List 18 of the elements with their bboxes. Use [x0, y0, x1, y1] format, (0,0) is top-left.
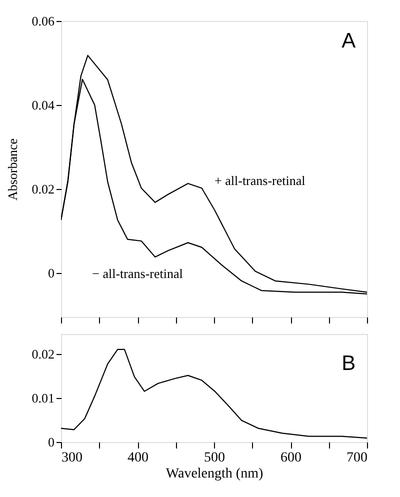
x-tick-label: 700	[346, 450, 368, 466]
y-tick-label: 0	[48, 265, 54, 280]
annotation: − all-trans-retinal	[92, 266, 184, 282]
y-axis-title: Absorbance	[4, 138, 20, 201]
y-tick-label: 0.02	[32, 346, 54, 362]
x-tick-label: 600	[280, 450, 302, 466]
x-tick-label: 400	[128, 450, 148, 466]
y-tick-label: 0.02	[32, 181, 54, 196]
y-tick-label: 0	[48, 434, 54, 450]
y-tick-label: 0.04	[32, 97, 55, 112]
annotation: A	[342, 30, 356, 53]
annotation: B	[342, 352, 356, 376]
x-axis-title: Wavelength (nm)	[166, 466, 264, 482]
x-tick-label: 300	[62, 450, 82, 466]
y-tick-label: 0.06	[32, 14, 55, 28]
annotation: + all-trans-retinal	[214, 172, 306, 188]
x-tick-label: 500	[204, 450, 225, 466]
y-tick-label: 0.01	[32, 390, 54, 406]
